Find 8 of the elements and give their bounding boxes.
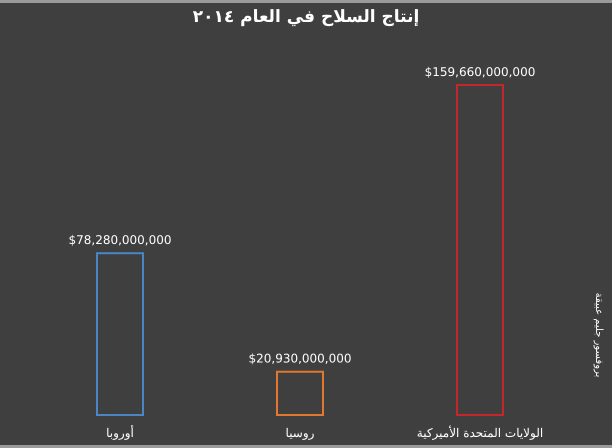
data-label: $159,660,000,000: [424, 65, 536, 79]
data-label: $20,930,000,000: [248, 352, 352, 366]
text: بروفسور جليم عبيقة: [593, 292, 604, 378]
chart-title: إنتاج السلاح في العام ٢٠١٤: [192, 7, 420, 27]
data-label: $78,280,000,000: [68, 233, 172, 248]
x-tick-label: روسيا: [286, 426, 315, 440]
x-tick-label: أوروبا: [106, 425, 134, 440]
x-tick-label: الولايات المتحدة الأميركية: [416, 425, 544, 440]
